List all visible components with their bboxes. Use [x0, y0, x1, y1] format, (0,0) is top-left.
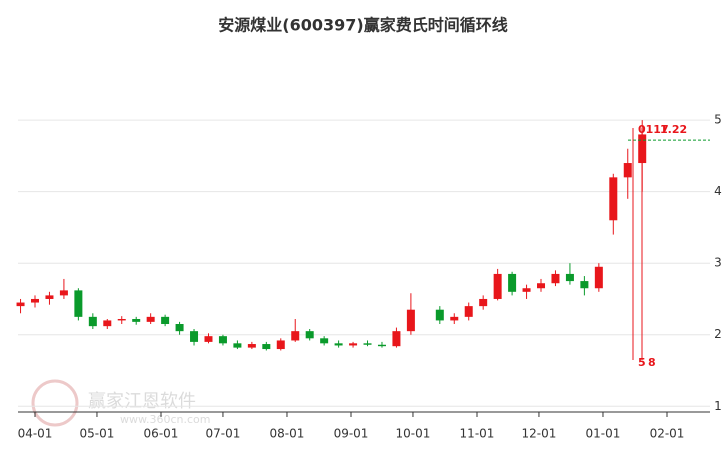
candle-body — [377, 344, 386, 347]
candle-body — [392, 331, 401, 347]
candle-body — [233, 343, 242, 348]
candle-body — [522, 288, 531, 292]
candle-body — [117, 318, 126, 321]
watermark-logo — [31, 379, 79, 427]
x-tick-label: 12-01 — [522, 427, 557, 441]
candle-body — [609, 177, 618, 221]
candle-body — [435, 309, 444, 321]
chart-title: 安源煤业(600397)赢家费氏时间循环线 — [218, 16, 507, 35]
watermark-text: 赢家江恩软件 — [88, 390, 196, 412]
x-tick-label: 02-01 — [650, 427, 685, 441]
candle-body — [565, 273, 574, 282]
candle-body — [334, 343, 343, 346]
x-tick-label: 11-01 — [460, 427, 495, 441]
x-tick-label: 10-01 — [396, 427, 431, 441]
candle-body — [88, 316, 97, 327]
x-tick-label: 07-01 — [206, 427, 241, 441]
y-tick-label: 5 — [714, 113, 722, 127]
candle-body — [45, 295, 54, 299]
candle-body — [262, 344, 271, 350]
x-tick-label: 04-01 — [18, 427, 53, 441]
annotation: 0117 — [638, 123, 669, 136]
x-tick-label: 08-01 — [270, 427, 305, 441]
y-tick-label: 1 — [714, 399, 722, 413]
candle-body — [320, 338, 329, 344]
candle-body — [594, 266, 603, 289]
candle-body — [247, 344, 256, 348]
y-tick-label: 3 — [714, 256, 722, 270]
watermark-url: www.360cn.com — [120, 413, 210, 426]
candle-body — [291, 331, 300, 341]
candle-body — [31, 298, 39, 303]
annotation: 8 — [648, 356, 656, 369]
candle-body — [305, 331, 314, 339]
candle-body — [580, 281, 589, 289]
candle-body — [551, 273, 560, 284]
x-tick-label: 05-01 — [80, 427, 115, 441]
candle-body — [363, 343, 372, 345]
x-tick-label: 06-01 — [144, 427, 179, 441]
candle-body — [175, 324, 184, 332]
candle-body — [276, 340, 285, 350]
x-tick-label: 01-01 — [586, 427, 621, 441]
annotation: 1.22 — [660, 123, 687, 136]
candle-body — [190, 331, 199, 342]
candle-body — [406, 309, 415, 332]
candle-body — [218, 336, 227, 344]
candle-body — [464, 306, 473, 317]
watermark: 赢家江恩软件 www.360cn.com — [31, 379, 210, 427]
candle-body — [623, 163, 632, 178]
annotation: 5 — [638, 356, 646, 369]
candle-body — [204, 336, 213, 342]
y-tick-label: 4 — [714, 184, 722, 198]
candle-body — [161, 316, 170, 325]
candle-body — [59, 290, 68, 296]
x-tick-label: 09-01 — [334, 427, 369, 441]
candle-body — [132, 318, 141, 322]
candle-body — [479, 298, 488, 307]
candle-body — [349, 343, 358, 346]
candle-body — [537, 283, 546, 289]
candle-body — [74, 290, 83, 317]
candle-body — [493, 273, 502, 299]
candle-body — [16, 302, 25, 307]
candle-body — [450, 316, 459, 321]
y-tick-label: 2 — [714, 327, 722, 341]
candle-body — [103, 320, 112, 327]
candle-body — [146, 316, 155, 322]
candle-body — [508, 273, 517, 292]
